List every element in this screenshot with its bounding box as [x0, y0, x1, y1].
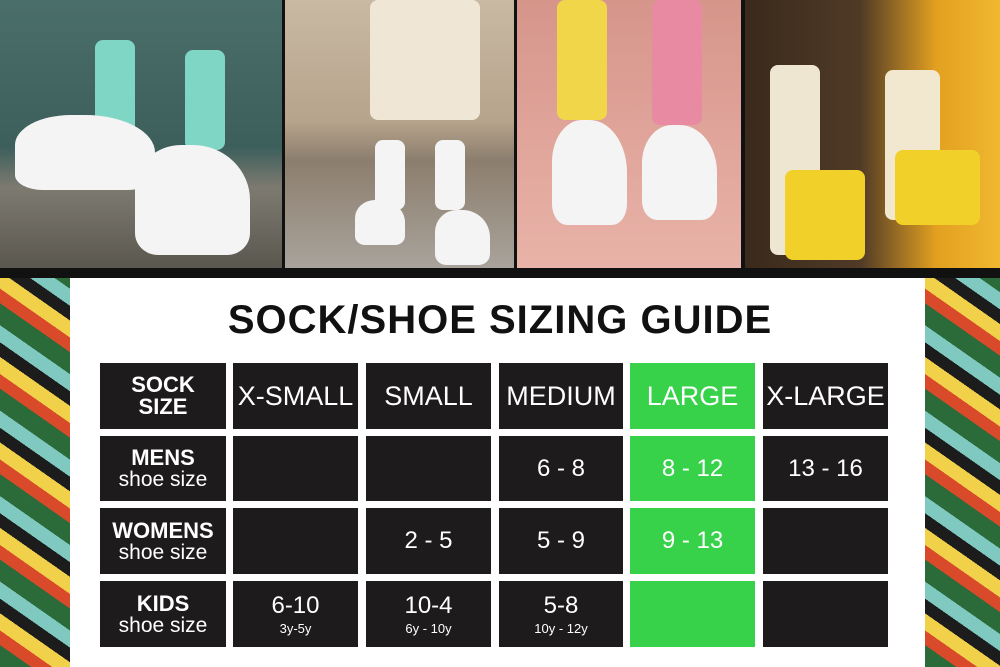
table-cell [763, 508, 888, 574]
row-header: WOMENS shoe size [100, 508, 226, 574]
column-header: MEDIUM [499, 363, 623, 429]
table-cell [366, 436, 491, 501]
column-header-label: SMALL [384, 380, 473, 411]
row-header: MENS shoe size [100, 436, 226, 501]
size-value: 6 - 8 [536, 454, 586, 482]
age-range: 10y - 12y [534, 620, 588, 636]
size-value: 10-4 [404, 591, 453, 619]
table-cell: 9 - 13 [630, 508, 755, 574]
photo-teal-socks [0, 0, 282, 268]
table-cell: 8 - 12 [630, 436, 755, 501]
sock-collage-left [0, 278, 70, 667]
row-label: KIDS [136, 590, 190, 616]
table-cell: 13 - 16 [763, 436, 888, 501]
size-value: 5-8 [543, 591, 579, 619]
column-header: X-SMALL [233, 363, 358, 429]
corner-label: SIZE [138, 394, 188, 419]
table-cell: 5 - 9 [499, 508, 623, 574]
row-header: KIDS shoe size [100, 581, 226, 647]
size-value: 6-10 [271, 591, 320, 619]
table-cell [233, 436, 358, 501]
size-value: 8 - 12 [661, 454, 724, 482]
column-header-label: X-LARGE [766, 380, 885, 411]
table-cell [630, 581, 755, 647]
size-value: 2 - 5 [404, 527, 453, 554]
table-cell: 6 - 8 [499, 436, 623, 501]
size-value: 9 - 13 [661, 527, 724, 554]
row-label: MENS [131, 445, 195, 470]
column-header: LARGE [630, 363, 755, 429]
corner-label: SOCK [131, 372, 195, 397]
row-sublabel: shoe size [118, 613, 208, 637]
column-header-label: X-SMALL [237, 380, 354, 411]
column-header-label: LARGE [646, 380, 739, 411]
sock-collage-right [925, 278, 1000, 667]
size-value: 5 - 9 [536, 527, 586, 554]
size-value: 13 - 16 [788, 454, 863, 482]
table-cell [233, 508, 358, 574]
table-cell: 10-4 6y - 10y [366, 581, 491, 647]
table-cell: 6-10 3y-5y [233, 581, 358, 647]
column-header: SMALL [366, 363, 491, 429]
column-header-label: MEDIUM [506, 380, 616, 411]
photo-white-socks [285, 0, 514, 268]
photo-yellow-socks [745, 0, 1000, 268]
table-cell: 2 - 5 [366, 508, 491, 574]
row-sublabel: shoe size [118, 540, 208, 564]
row-label: WOMENS [112, 517, 214, 543]
column-header: X-LARGE [763, 363, 888, 429]
table-cell: 5-8 10y - 12y [499, 581, 623, 647]
table-cell [763, 581, 888, 647]
age-range: 6y - 10y [405, 620, 452, 636]
page-title: SOCK/SHOE SIZING GUIDE [227, 298, 773, 342]
row-sublabel: shoe size [118, 468, 208, 491]
photo-cartoon-socks [517, 0, 741, 268]
age-range: 3y-5y [279, 620, 312, 636]
corner-cell: SOCK SIZE [100, 363, 226, 429]
